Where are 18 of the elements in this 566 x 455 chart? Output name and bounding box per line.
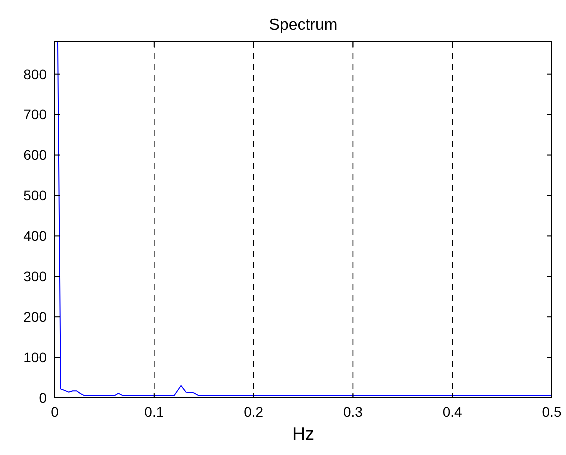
y-tick-label: 700 (24, 106, 48, 123)
line-series (57, 42, 552, 396)
y-tick-label: 800 (24, 66, 48, 82)
x-tick-label: 0.2 (244, 404, 264, 420)
y-tick-label: 200 (24, 308, 48, 325)
y-tick-label: 600 (24, 147, 48, 164)
x-tick-label: 0.3 (343, 404, 364, 420)
x-tick-label: 0.1 (144, 404, 164, 420)
y-tick-label: 0 (39, 390, 48, 406)
y-tick-label: 300 (24, 268, 48, 285)
x-axis-title: Hz (292, 424, 314, 444)
x-tick-label: 0.5 (542, 404, 562, 420)
y-tick-label: 500 (24, 188, 48, 204)
x-tick-label: 0 (51, 404, 60, 420)
y-tick-label: 100 (24, 349, 48, 366)
y-tick-label: 400 (24, 228, 48, 244)
x-tick-label: 0.4 (442, 404, 463, 420)
chart-title: Spectrum (269, 17, 338, 34)
